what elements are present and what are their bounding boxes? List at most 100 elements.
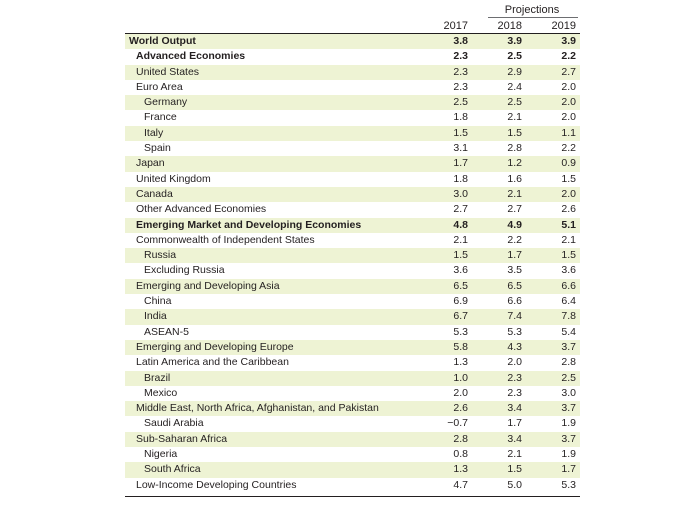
year-header-2018: 2018 <box>497 20 522 32</box>
table-row: Sub-Saharan Africa 2.8 3.4 3.7 <box>125 431 580 448</box>
value-2019: 2.2 <box>561 142 576 155</box>
value-2018: 2.1 <box>507 187 522 200</box>
table-body: World Output 3.8 3.9 3.9 Advanced Economies 2… <box>125 34 580 493</box>
value-2017: 1.0 <box>453 371 468 384</box>
value-2018: 6.5 <box>507 279 522 292</box>
value-2017: 1.7 <box>453 157 468 170</box>
value-2019: 0.9 <box>561 157 576 170</box>
value-2017: 1.5 <box>453 249 468 262</box>
table-row: South Africa 1.3 1.5 1.7 <box>125 462 580 478</box>
row-label: Sub-Saharan Africa <box>136 432 228 445</box>
table-row: Saudi Arabia −0.7 1.7 1.9 <box>125 416 580 431</box>
value-2019: 3.9 <box>561 35 576 47</box>
value-2019: 1.5 <box>561 249 576 262</box>
value-2017: 1.3 <box>453 463 468 476</box>
table-row: Brazil 1.0 2.3 2.5 <box>125 370 580 386</box>
value-2017: 2.7 <box>453 203 468 216</box>
row-label: Commonwealth of Independent States <box>136 233 315 246</box>
value-2019: 2.1 <box>561 233 576 246</box>
value-2017: 2.0 <box>453 386 468 399</box>
value-2018: 5.3 <box>507 325 522 338</box>
row-label: Saudi Arabia <box>144 417 204 430</box>
table-row: Euro Area 2.3 2.4 2.0 <box>125 80 580 95</box>
projections-header: Projections <box>504 4 560 16</box>
value-2019: 2.2 <box>561 50 576 63</box>
value-2017: 5.3 <box>453 325 468 338</box>
value-2018: 2.2 <box>507 233 522 246</box>
value-2018: 3.4 <box>507 432 522 445</box>
value-2017: 3.6 <box>453 264 468 277</box>
value-2018: 5.0 <box>507 478 522 491</box>
table-row: Other Advanced Economies 2.7 2.7 2.6 <box>125 202 580 217</box>
row-label: Emerging and Developing Europe <box>136 340 294 353</box>
value-2018: 2.7 <box>507 203 522 216</box>
value-2019: 6.6 <box>561 279 576 292</box>
table-row: Latin America and the Caribbean 1.3 2.0 2.8 <box>125 355 580 370</box>
value-2019: 5.3 <box>561 478 576 491</box>
row-label: Middle East, North Africa, Afghanistan, … <box>136 402 379 415</box>
row-label: Emerging and Developing Asia <box>136 279 280 292</box>
row-label: Nigeria <box>144 448 178 461</box>
projections-underline <box>488 17 578 18</box>
value-2017: 1.8 <box>453 172 468 185</box>
value-2018: 6.6 <box>507 295 522 308</box>
value-2018: 7.4 <box>507 310 522 323</box>
table-row: Advanced Economies 2.3 2.5 2.2 <box>125 49 580 64</box>
value-2018: 1.6 <box>507 172 522 185</box>
value-2017: 2.5 <box>453 96 468 109</box>
row-label: Brazil <box>144 371 171 384</box>
value-2019: 2.8 <box>561 356 576 369</box>
row-label: Mexico <box>144 386 178 399</box>
row-label: Other Advanced Economies <box>136 203 267 216</box>
row-label: Emerging Market and Developing Economies <box>136 218 362 231</box>
table-row: Nigeria 0.8 2.1 1.9 <box>125 447 580 462</box>
value-2019: 2.0 <box>561 111 576 124</box>
table-row: Italy 1.5 1.5 1.1 <box>125 125 580 142</box>
table-row: China 6.9 6.6 6.4 <box>125 294 580 309</box>
bottom-rule <box>125 496 580 497</box>
table-row: Middle East, North Africa, Afghanistan, … <box>125 401 580 417</box>
table-row: Commonwealth of Independent States 2.1 2.2… <box>125 233 580 248</box>
row-label: Low-Income Developing Countries <box>136 478 297 491</box>
table-row: Germany 2.5 2.5 2.0 <box>125 95 580 111</box>
value-2019: 1.1 <box>561 126 576 139</box>
value-2018: 4.9 <box>507 218 522 231</box>
value-2017: 2.3 <box>453 80 468 93</box>
row-label: Italy <box>144 126 164 139</box>
value-2017: 2.6 <box>453 402 468 415</box>
table-row: Low-Income Developing Countries 4.7 5.0 5.3 <box>125 478 580 493</box>
value-2019: 5.1 <box>561 218 576 231</box>
row-label: ASEAN-5 <box>144 325 189 338</box>
value-2017: 2.3 <box>453 50 468 63</box>
value-2019: 2.0 <box>561 80 576 93</box>
row-label: Advanced Economies <box>136 50 246 63</box>
value-2019: 3.6 <box>561 264 576 277</box>
table-row: United Kingdom 1.8 1.6 1.5 <box>125 172 580 187</box>
value-2018: 2.3 <box>507 386 522 399</box>
table-row: Mexico 2.0 2.3 3.0 <box>125 386 580 401</box>
value-2019: 1.9 <box>561 448 576 461</box>
value-2019: 2.0 <box>561 187 576 200</box>
value-2018: 2.5 <box>507 50 522 63</box>
value-2018: 2.1 <box>507 111 522 124</box>
value-2017: 6.7 <box>453 310 468 323</box>
table-row: Emerging Market and Developing Economies… <box>125 217 580 233</box>
year-header-2017: 2017 <box>443 20 468 32</box>
table-row: Japan 1.7 1.2 0.9 <box>125 156 580 172</box>
row-label: World Output <box>129 35 196 47</box>
row-label: China <box>144 295 172 308</box>
value-2017: 1.5 <box>453 126 468 139</box>
value-2017: 3.1 <box>453 142 468 155</box>
value-2017: 2.1 <box>453 233 468 246</box>
value-2017: 0.8 <box>453 448 468 461</box>
value-2018: 1.5 <box>507 126 522 139</box>
table-row: Excluding Russia 3.6 3.5 3.6 <box>125 263 580 278</box>
row-label: Excluding Russia <box>144 264 225 277</box>
table-row: Russia 1.5 1.7 1.5 <box>125 248 580 264</box>
value-2017: 4.8 <box>453 218 468 231</box>
table-row: Emerging and Developing Asia 6.5 6.5 6.6 <box>125 278 580 295</box>
value-2017: 1.3 <box>453 356 468 369</box>
row-label: United Kingdom <box>136 172 211 185</box>
value-2019: 1.5 <box>561 172 576 185</box>
